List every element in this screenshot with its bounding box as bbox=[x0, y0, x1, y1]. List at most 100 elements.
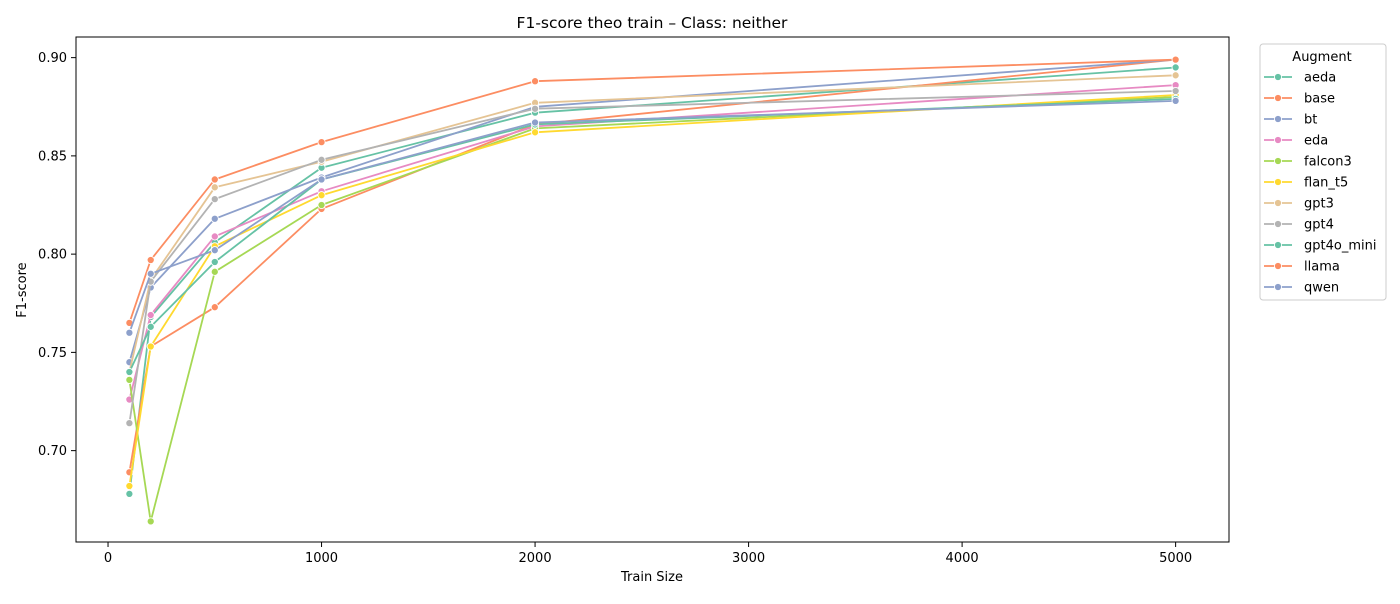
data-point-bt bbox=[210, 214, 219, 223]
legend-label: bt bbox=[1304, 113, 1317, 128]
legend-item-eda: eda bbox=[1264, 134, 1328, 149]
legend-label: gpt4o_mini bbox=[1304, 239, 1376, 254]
series-line-aeda bbox=[128, 66, 1176, 495]
data-point-flan_t5 bbox=[531, 128, 540, 137]
legend-item-flan_t5: flan_t5 bbox=[1264, 176, 1348, 191]
legend-swatch-marker bbox=[1273, 282, 1283, 292]
legend-item-falcon3: falcon3 bbox=[1264, 155, 1352, 170]
x-tick-label: 1000 bbox=[305, 551, 338, 566]
x-tick-label: 4000 bbox=[946, 551, 979, 566]
data-point-gpt4 bbox=[1171, 86, 1180, 96]
series-bt bbox=[125, 55, 1180, 367]
legend-item-qwen: qwen bbox=[1264, 281, 1339, 296]
x-tick-label: 0 bbox=[104, 551, 112, 566]
data-point-eda bbox=[146, 310, 155, 320]
data-point-qwen bbox=[125, 328, 134, 337]
data-point-gpt4o_mini bbox=[146, 322, 155, 331]
y-tick-label: 0.70 bbox=[38, 444, 67, 459]
legend-swatch-marker bbox=[1273, 240, 1283, 250]
series-line-falcon3 bbox=[128, 96, 1176, 523]
legend-label: aeda bbox=[1304, 71, 1336, 86]
series-line-gpt3 bbox=[128, 74, 1176, 373]
x-axis: 0 1000 2000 3000 4000 5000 bbox=[104, 542, 1192, 566]
data-point-qwen bbox=[531, 118, 540, 127]
data-point-falcon3 bbox=[210, 267, 219, 276]
data-point-flan_t5 bbox=[317, 191, 326, 200]
data-point-gpt3 bbox=[210, 183, 219, 192]
legend-swatch-marker bbox=[1273, 261, 1283, 271]
data-point-llama bbox=[531, 77, 540, 86]
legend-label: flan_t5 bbox=[1304, 176, 1348, 191]
legend-swatch-marker bbox=[1273, 135, 1283, 145]
x-tick-label: 3000 bbox=[732, 551, 765, 566]
data-point-gpt4o_mini bbox=[210, 257, 219, 267]
data-point-gpt4 bbox=[531, 104, 540, 113]
y-tick-label: 0.85 bbox=[38, 149, 67, 164]
data-point-qwen bbox=[1171, 96, 1180, 105]
y-axis-label: F1-score bbox=[15, 262, 30, 317]
series-line-gpt4o_mini bbox=[128, 98, 1176, 373]
series-qwen bbox=[125, 96, 1180, 337]
data-point-gpt4o_mini bbox=[125, 367, 134, 377]
data-point-gpt4 bbox=[317, 155, 326, 164]
legend-swatch-marker bbox=[1273, 177, 1283, 187]
series-flan_t5 bbox=[125, 90, 1180, 491]
legend-label: qwen bbox=[1304, 281, 1339, 296]
legend-item-gpt3: gpt3 bbox=[1264, 197, 1334, 212]
data-point-flan_t5 bbox=[125, 481, 134, 491]
data-point-llama bbox=[210, 175, 219, 184]
series-line-base bbox=[128, 58, 1176, 473]
series-gpt3 bbox=[125, 71, 1180, 377]
legend-box bbox=[1259, 43, 1387, 301]
legend-label: gpt3 bbox=[1304, 197, 1334, 212]
data-point-falcon3 bbox=[317, 200, 326, 210]
plot-frame bbox=[75, 36, 1230, 543]
data-point-flan_t5 bbox=[146, 342, 155, 351]
legend-label: base bbox=[1304, 92, 1335, 107]
x-axis-label: Train Size bbox=[620, 570, 683, 585]
series-eda bbox=[125, 81, 1180, 404]
data-point-aeda bbox=[1171, 63, 1180, 72]
legend-title: Augment bbox=[1292, 50, 1351, 65]
data-point-qwen bbox=[146, 269, 155, 278]
legend-item-llama: llama bbox=[1264, 260, 1340, 275]
series-aeda bbox=[125, 63, 1180, 498]
x-tick-label: 2000 bbox=[519, 551, 552, 566]
data-point-base bbox=[210, 303, 219, 312]
data-point-gpt4 bbox=[210, 195, 219, 204]
series-falcon3 bbox=[125, 92, 1180, 526]
plot-area bbox=[125, 55, 1180, 526]
data-point-llama bbox=[317, 138, 326, 147]
legend-item-gpt4o_mini: gpt4o_mini bbox=[1264, 239, 1376, 254]
y-axis: 0.70 0.75 0.80 0.85 0.90 bbox=[38, 51, 76, 459]
series-line-llama bbox=[128, 58, 1176, 324]
legend-swatch-marker bbox=[1273, 156, 1283, 166]
data-point-aeda bbox=[125, 489, 134, 498]
legend-label: gpt4 bbox=[1304, 218, 1334, 233]
y-tick-label: 0.80 bbox=[38, 248, 67, 263]
series-line-gpt4 bbox=[128, 90, 1176, 424]
data-point-qwen bbox=[210, 246, 219, 255]
data-point-llama bbox=[146, 255, 155, 265]
legend-item-gpt4: gpt4 bbox=[1264, 218, 1334, 233]
legend-swatch-marker bbox=[1273, 114, 1283, 124]
x-tick-label: 5000 bbox=[1159, 551, 1192, 566]
data-point-eda bbox=[210, 232, 219, 241]
legend-label: falcon3 bbox=[1304, 155, 1352, 170]
legend-label: eda bbox=[1304, 134, 1328, 149]
data-point-gpt3 bbox=[1171, 71, 1180, 80]
legend: Augment aeda base bt eda falcon3 flan_t5 gpt3 g… bbox=[1259, 43, 1387, 301]
legend-item-aeda: aeda bbox=[1264, 71, 1336, 86]
y-tick-label: 0.90 bbox=[38, 51, 67, 66]
data-point-falcon3 bbox=[146, 517, 155, 526]
series-gpt4o_mini bbox=[125, 94, 1180, 377]
legend-item-base: base bbox=[1264, 92, 1335, 107]
series-llama bbox=[125, 55, 1180, 327]
data-point-gpt4 bbox=[125, 419, 134, 428]
series-line-qwen bbox=[128, 100, 1176, 334]
legend-items: aeda base bt eda falcon3 flan_t5 gpt3 gpt4 gpt4o… bbox=[1264, 71, 1376, 296]
legend-swatch-marker bbox=[1273, 198, 1283, 208]
data-point-falcon3 bbox=[125, 375, 134, 384]
chart-title: F1-score theo train – Class: neither bbox=[517, 14, 789, 32]
